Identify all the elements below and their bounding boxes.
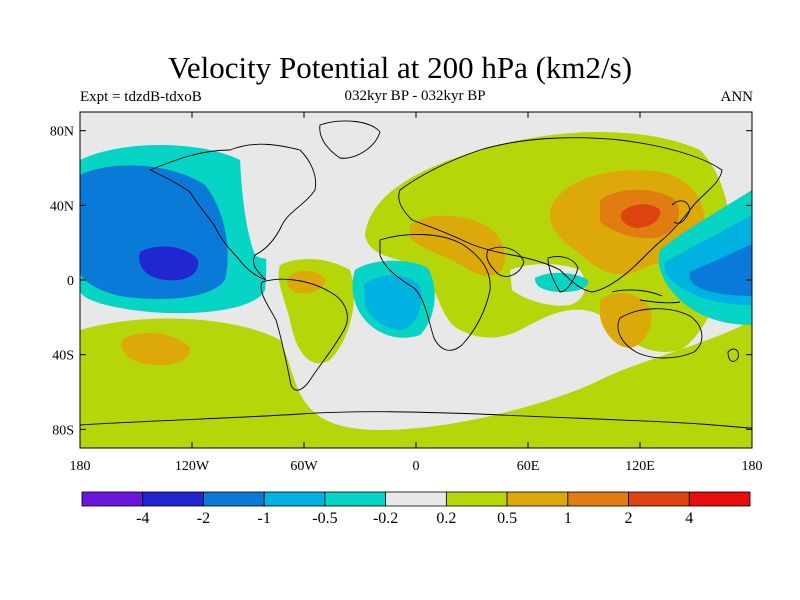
colorbar-label: 0.2 <box>436 510 456 527</box>
colorbar-swatch <box>142 491 204 507</box>
colorbar-swatch <box>263 491 326 507</box>
period-label: 032kyr BP - 032kyr BP <box>344 88 486 104</box>
y-tick-label: 40S <box>52 349 74 364</box>
x-tick-label: 120E <box>625 459 655 474</box>
contour-region <box>534 272 589 292</box>
x-tick-label: 120W <box>175 459 210 474</box>
x-tick-label: 60W <box>290 459 318 474</box>
contour-region <box>620 204 661 228</box>
colorbar-label: -2 <box>197 510 210 527</box>
coastline-south-america <box>260 278 348 391</box>
contour-region <box>80 318 752 448</box>
colorbar-swatch <box>628 491 690 507</box>
plot-title: Velocity Potential at 200 hPa (km2/s) <box>167 50 633 85</box>
colorbar-swatch <box>324 491 387 507</box>
y-tick-label: 80N <box>50 125 74 140</box>
colorbar-swatch <box>445 491 508 507</box>
colorbar-label: -0.2 <box>373 510 398 527</box>
contour-region <box>290 320 603 419</box>
coastline-north-america <box>148 143 317 281</box>
contour-region <box>139 246 199 281</box>
colorbar-label: 2 <box>625 510 633 527</box>
coastlines <box>80 120 752 429</box>
coastline-australia <box>617 308 703 359</box>
x-tick-label: 60E <box>517 459 540 474</box>
coastline-greenland <box>319 120 381 159</box>
coastline-indonesia <box>611 289 681 304</box>
colorbar-label: 1 <box>564 510 572 527</box>
contour-region <box>600 293 652 348</box>
colorbar-swatch <box>688 491 751 507</box>
contour-fill-layer <box>80 112 752 448</box>
experiment-label: Expt = tdzdB-tdxoB <box>80 89 202 105</box>
axes: 80N 40N 0 40S 80S 180 120W 60W 0 60E 120E 180 <box>50 112 763 474</box>
colorbar-label: 0.5 <box>497 510 517 527</box>
x-tick-label: 0 <box>413 459 420 474</box>
colorbar-swatch <box>506 491 569 507</box>
colorbar-label: 4 <box>685 510 693 527</box>
x-tick-label: 180 <box>742 459 763 474</box>
y-tick-label: 80S <box>52 423 74 438</box>
coastline-arabia <box>486 246 525 277</box>
contour-region <box>121 333 191 366</box>
colorbar-swatch <box>567 491 629 507</box>
coastline-japan <box>671 200 691 224</box>
colorbar-label: -4 <box>136 510 149 527</box>
colorbar-swatch <box>203 491 265 507</box>
colorbar-swatch <box>385 491 447 507</box>
colorbar: -4 -2 -1 -0.5 -0.2 0.2 0.5 1 2 4 <box>81 491 751 527</box>
coastline-india <box>547 256 579 293</box>
coastline-africa <box>379 234 491 351</box>
x-tick-label: 180 <box>70 459 91 474</box>
contour-region <box>689 244 752 296</box>
coastline-antarctica <box>80 411 752 429</box>
coastline-eurasia <box>398 137 723 293</box>
contour-region <box>364 275 422 330</box>
y-tick-label: 40N <box>50 199 74 214</box>
coastline-new-zealand <box>727 348 739 362</box>
contour-region <box>240 112 560 259</box>
y-tick-label: 0 <box>67 274 74 289</box>
colorbar-swatch <box>81 491 144 507</box>
colorbar-label: -1 <box>258 510 271 527</box>
colorbar-label: -0.5 <box>312 510 337 527</box>
season-label: ANN <box>720 89 754 105</box>
